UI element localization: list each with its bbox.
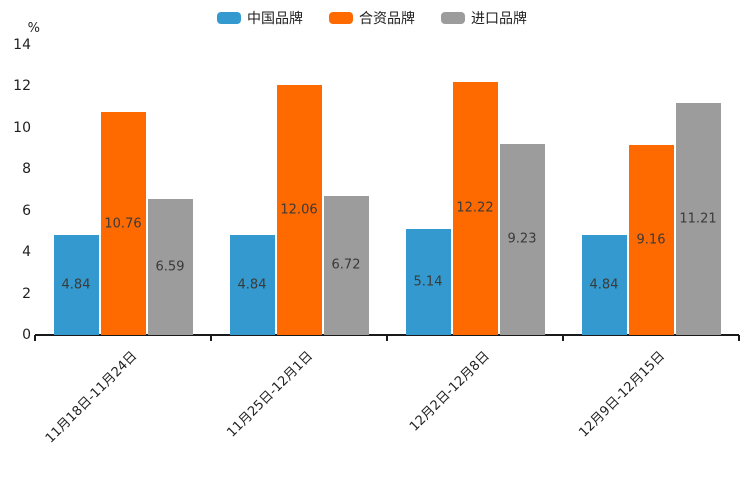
bar-series-2-group-2: 12.06	[276, 85, 322, 335]
legend-swatch-icon	[217, 12, 241, 24]
x-axis-tick	[210, 335, 212, 341]
bar-value-label: 9.23	[507, 231, 537, 247]
x-axis-tick	[386, 335, 388, 341]
bar-value-label: 4.84	[61, 277, 91, 293]
legend-item-series-3: 进口品牌	[441, 8, 527, 28]
x-axis-category-label: 12月2日-12月8日	[406, 348, 493, 435]
bar-series-3-group-4: 11.21	[675, 102, 721, 335]
bar-value-label: 5.14	[413, 274, 443, 290]
y-axis-tick-label: 14	[13, 37, 31, 53]
bar-series-3-group-3: 9.23	[499, 143, 545, 335]
bar-series-3-group-2: 6.72	[323, 195, 369, 335]
y-axis-tick-label: 8	[22, 161, 31, 178]
legend-item-series-2: 合资品牌	[329, 8, 415, 28]
legend-item-series-1: 中国品牌	[217, 8, 303, 28]
y-axis-tick-label: 4	[22, 244, 31, 261]
bar-series-1-group-2: 4.84	[229, 234, 275, 335]
bar-series-1-group-4: 4.84	[581, 234, 627, 335]
y-axis-unit-label: %	[27, 21, 40, 36]
x-axis-category-label: 11月25日-12月1日	[224, 348, 317, 441]
bar-series-2-group-3: 12.22	[452, 81, 498, 335]
bar-series-3-group-1: 6.59	[147, 198, 193, 335]
x-axis-tick	[34, 335, 36, 341]
legend-swatch-icon	[441, 12, 465, 24]
legend-label: 进口品牌	[471, 11, 527, 27]
legend-label: 中国品牌	[247, 11, 303, 27]
x-axis-category-label: 11月18日-11月24日	[42, 348, 141, 447]
y-axis-tick-label: 6	[22, 202, 31, 219]
y-axis-tick-label: 10	[13, 119, 31, 136]
bar-series-1-group-3: 5.14	[405, 228, 451, 335]
bar-series-1-group-1: 4.84	[53, 234, 99, 335]
bar-value-label: 4.84	[237, 277, 267, 293]
bar-value-label: 11.21	[679, 211, 717, 227]
bar-value-label: 12.06	[280, 202, 318, 218]
bar-value-label: 6.72	[331, 257, 361, 273]
y-axis-tick-label: 2	[22, 285, 31, 302]
x-axis-category-label: 12月9日-12月15日	[576, 348, 669, 441]
bar-value-label: 4.84	[589, 277, 619, 293]
bar-value-label: 6.59	[155, 259, 185, 275]
x-axis-tick	[562, 335, 564, 341]
bar-value-label: 9.16	[636, 232, 666, 248]
y-axis-tick-label: 0	[22, 327, 31, 343]
x-axis-tick	[738, 335, 740, 341]
bar-value-label: 10.76	[104, 216, 142, 232]
legend-label: 合资品牌	[359, 11, 415, 27]
legend-swatch-icon	[329, 12, 353, 24]
y-axis-tick-label: 12	[13, 78, 31, 95]
bar-series-2-group-1: 10.76	[100, 112, 146, 335]
bar-value-label: 12.22	[456, 200, 494, 216]
legend: 中国品牌 合资品牌 进口品牌	[0, 8, 744, 28]
bar-series-2-group-4: 9.16	[628, 145, 674, 335]
